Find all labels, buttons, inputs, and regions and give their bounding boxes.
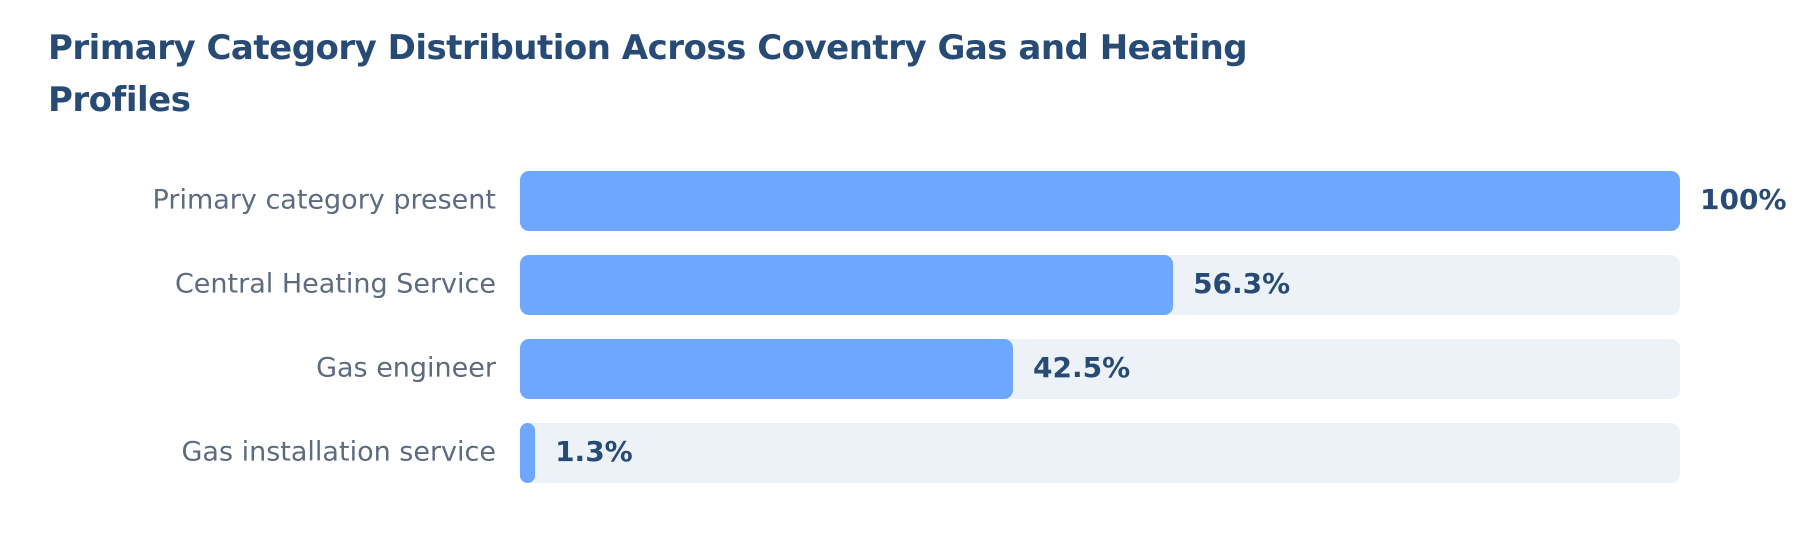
category-label: Primary category present <box>153 185 496 216</box>
value-label: 1.3% <box>555 435 633 468</box>
value-label: 42.5% <box>1033 351 1130 384</box>
bar <box>520 339 1013 399</box>
category-label: Gas engineer <box>316 353 497 384</box>
bar-track <box>520 423 1680 483</box>
bar <box>520 171 1680 231</box>
value-label: 100% <box>1700 183 1787 216</box>
category-label: Central Heating Service <box>175 269 496 300</box>
bar <box>520 423 536 483</box>
bar <box>520 255 1174 315</box>
chart-title: Primary Category Distribution Across Cov… <box>48 28 1248 120</box>
value-label: 56.3% <box>1193 267 1290 300</box>
category-label: Gas installation service <box>182 437 497 468</box>
